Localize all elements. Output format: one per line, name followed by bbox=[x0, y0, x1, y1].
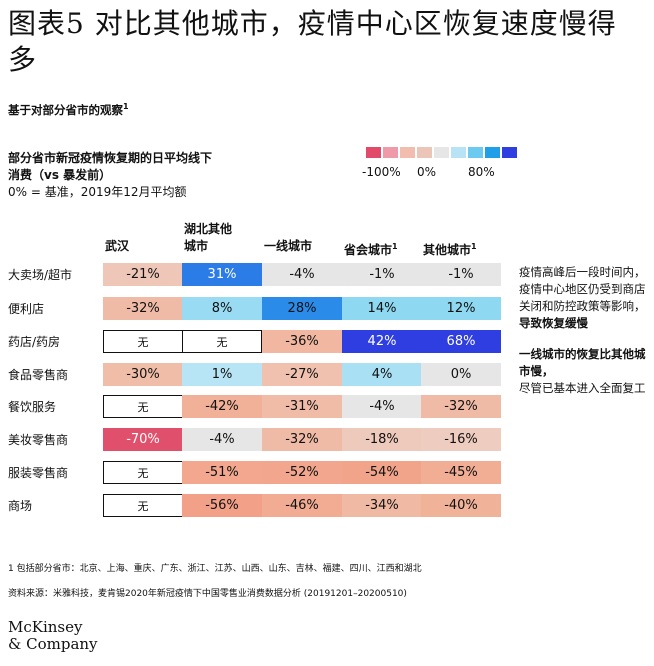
heatmap-cell: 42% bbox=[342, 330, 422, 353]
row-label: 餐饮服务 bbox=[8, 400, 57, 414]
legend-swatch-6 bbox=[468, 147, 483, 158]
heatmap-cell: -27% bbox=[262, 363, 342, 386]
heatmap-cell: 无 bbox=[182, 330, 262, 353]
heatmap-cell: -21% bbox=[103, 263, 183, 286]
row-label: 大卖场/超市 bbox=[8, 268, 73, 282]
heatmap-cell: 8% bbox=[182, 297, 262, 320]
heatmap-cell: -4% bbox=[342, 395, 422, 418]
heatmap-cell: -40% bbox=[421, 494, 501, 517]
column-footnote-mark: 1 bbox=[471, 242, 477, 251]
description-line-2: 消费（vs 暴发前） bbox=[8, 168, 112, 182]
heatmap-cell: -1% bbox=[421, 263, 501, 286]
column-footnote-mark: 1 bbox=[392, 242, 398, 251]
heatmap-cell: -46% bbox=[262, 494, 342, 517]
column-header-3: 省会城市1 bbox=[344, 242, 398, 257]
legend-swatch-3 bbox=[417, 147, 432, 158]
column-header-4: 其他城市1 bbox=[423, 242, 477, 257]
legend-swatches bbox=[366, 147, 517, 158]
side-note-2-text: 尽管已基本进入全面复工 bbox=[519, 381, 646, 395]
page-title: 图表5 对比其他城市，疫情中心区恢复速度慢得多 bbox=[8, 7, 617, 76]
legend-swatch-0 bbox=[366, 147, 381, 158]
logo-line-1: McKinsey bbox=[8, 618, 83, 636]
heatmap-cell: -42% bbox=[182, 395, 262, 418]
heatmap-cell: -45% bbox=[421, 461, 501, 484]
legend-swatch-7 bbox=[485, 147, 500, 158]
row-label: 便利店 bbox=[8, 302, 45, 316]
heatmap-cell: -4% bbox=[262, 263, 342, 286]
column-header-1: 湖北其他 城市 bbox=[184, 222, 233, 253]
heatmap-cell: -32% bbox=[103, 297, 183, 320]
footnote: 1 包括部分省市：北京、上海、重庆、广东、浙江、江苏、山西、山东、吉林、福建、四… bbox=[8, 564, 422, 574]
chart-subtitle: 基于对部分省市的观察1 bbox=[8, 102, 129, 118]
color-legend: -100% 0% 80% bbox=[362, 147, 517, 179]
heatmap-cell: -32% bbox=[421, 395, 501, 418]
legend-swatch-5 bbox=[451, 147, 466, 158]
logo-line-2: & Company bbox=[8, 635, 98, 653]
heatmap-cell: 12% bbox=[421, 297, 501, 320]
heatmap-cell: 无 bbox=[103, 395, 183, 418]
legend-swatch-4 bbox=[434, 147, 449, 158]
heatmap-cell: -32% bbox=[262, 428, 342, 451]
source-note: 资料来源：米雅科技，麦肯锡2020年新冠疫情下中国零售业消费数据分析 (2019… bbox=[8, 589, 407, 599]
heatmap-cell: -36% bbox=[262, 330, 342, 353]
row-label: 美妆零售商 bbox=[8, 433, 69, 447]
side-note-paragraph-2: 一线城市的恢复比其他城市慢， 尽管已基本进入全面复工 bbox=[519, 346, 649, 397]
legend-label-min: -100% bbox=[362, 165, 401, 179]
heatmap-cell: -4% bbox=[182, 428, 262, 451]
legend-label-max: 80% bbox=[468, 165, 495, 179]
row-label: 服装零售商 bbox=[8, 466, 69, 480]
heatmap-cell: -56% bbox=[182, 494, 262, 517]
heatmap-cell: 14% bbox=[342, 297, 422, 320]
side-note-2-emphasis: 一线城市的恢复比其他城市慢， bbox=[519, 347, 646, 378]
heatmap-cell: 28% bbox=[262, 297, 342, 320]
heatmap-cell: -16% bbox=[421, 428, 501, 451]
description-line-3: 0% = 基准，2019年12月平均额 bbox=[8, 185, 187, 199]
legend-swatch-1 bbox=[383, 147, 398, 158]
heatmap-cell: 无 bbox=[103, 494, 183, 517]
chart-description: 部分省市新冠疫情恢复期的日平均线下 消费（vs 暴发前） 0% = 基准，201… bbox=[8, 150, 308, 201]
side-note-1-text: 疫情高峰后一段时间内，疫情中心地区仍受到商店关闭和防控政策等影响， bbox=[519, 265, 646, 313]
heatmap-cell: -54% bbox=[342, 461, 422, 484]
heatmap-cell: -70% bbox=[103, 428, 183, 451]
heatmap-cell: 0% bbox=[421, 363, 501, 386]
legend-swatch-8 bbox=[502, 147, 517, 158]
row-label: 食品零售商 bbox=[8, 368, 69, 382]
heatmap-cell: 68% bbox=[421, 330, 501, 353]
heatmap-cell: 31% bbox=[182, 263, 262, 286]
legend-label-mid: 0% bbox=[417, 165, 437, 179]
side-note-1-emphasis: 导致恢复缓慢 bbox=[519, 316, 588, 330]
description-line-1: 部分省市新冠疫情恢复期的日平均线下 bbox=[8, 151, 213, 165]
legend-swatch-2 bbox=[400, 147, 415, 158]
heatmap-cell: -30% bbox=[103, 363, 183, 386]
heatmap-cell: 无 bbox=[103, 461, 183, 484]
heatmap-cell: -51% bbox=[182, 461, 262, 484]
column-header-0: 武汉 bbox=[105, 239, 130, 253]
heatmap-cell: 1% bbox=[182, 363, 262, 386]
row-label: 商场 bbox=[8, 499, 33, 513]
subtitle-text: 基于对部分省市的观察 bbox=[8, 103, 123, 117]
side-note-paragraph-1: 疫情高峰后一段时间内，疫情中心地区仍受到商店关闭和防控政策等影响， 导致恢复缓慢 bbox=[519, 264, 649, 332]
mckinsey-logo: McKinsey & Company bbox=[8, 619, 98, 653]
heatmap-cell: -52% bbox=[262, 461, 342, 484]
column-header-2: 一线城市 bbox=[264, 239, 313, 253]
subtitle-footnote-mark: 1 bbox=[123, 102, 129, 112]
heatmap-cell: -34% bbox=[342, 494, 422, 517]
heatmap-cell: 无 bbox=[103, 330, 183, 353]
side-note: 疫情高峰后一段时间内，疫情中心地区仍受到商店关闭和防控政策等影响，导致恢复缓慢 … bbox=[519, 264, 649, 411]
heatmap-cell: 4% bbox=[342, 363, 422, 386]
heatmap-cell: -18% bbox=[342, 428, 422, 451]
heatmap-cell: -31% bbox=[262, 395, 342, 418]
heatmap-cell: -1% bbox=[342, 263, 422, 286]
row-label: 药店/药房 bbox=[8, 335, 61, 349]
